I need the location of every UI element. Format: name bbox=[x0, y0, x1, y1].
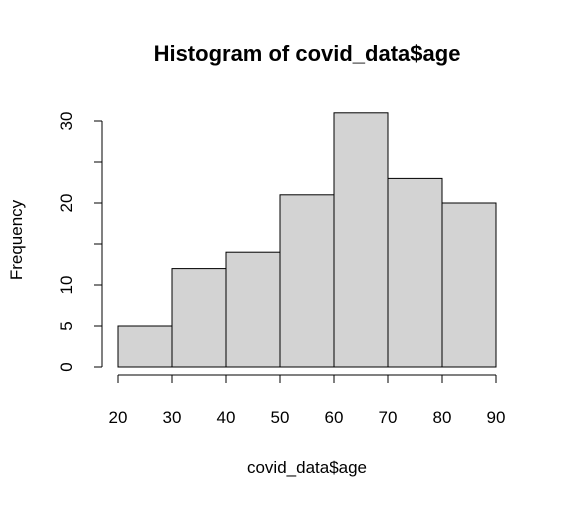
x-tick-label-60: 60 bbox=[325, 408, 344, 427]
x-tick-label-70: 70 bbox=[379, 408, 398, 427]
histogram-bar-40-50 bbox=[225, 251, 281, 368]
x-tick-label-30: 30 bbox=[163, 408, 182, 427]
histogram-bar-80-90 bbox=[441, 202, 497, 368]
x-tick-label-20: 20 bbox=[109, 408, 128, 427]
histogram-bar-70-80 bbox=[387, 177, 443, 368]
y-tick-label-30: 30 bbox=[57, 112, 76, 131]
y-axis: 0 5 10 20 30 bbox=[57, 112, 103, 372]
histogram-bar-50-60 bbox=[279, 194, 335, 368]
y-axis-label: Frequency bbox=[7, 199, 26, 280]
x-tick-label-90: 90 bbox=[487, 408, 506, 427]
x-tick-label-50: 50 bbox=[271, 408, 290, 427]
x-tick-label-40: 40 bbox=[217, 408, 236, 427]
y-tick-label-10: 10 bbox=[57, 276, 76, 295]
chart-title: Histogram of covid_data$age bbox=[154, 41, 461, 66]
y-tick-label-5: 5 bbox=[57, 321, 76, 330]
x-axis: 20 30 40 50 60 70 80 90 bbox=[109, 374, 506, 427]
bars-group bbox=[117, 112, 497, 368]
y-tick-label-0: 0 bbox=[57, 362, 76, 371]
histogram-bar-30-40 bbox=[171, 268, 227, 368]
y-tick-label-20: 20 bbox=[57, 194, 76, 213]
x-axis-label: covid_data$age bbox=[247, 458, 367, 477]
histogram-bar-20-30 bbox=[117, 325, 173, 368]
histogram-bar-60-70 bbox=[333, 112, 389, 368]
x-tick-label-80: 80 bbox=[433, 408, 452, 427]
